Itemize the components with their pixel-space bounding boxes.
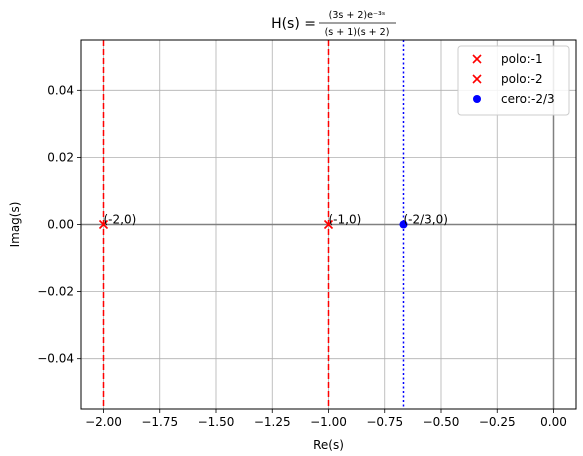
pole-marker bbox=[323, 219, 334, 230]
x-axis-ticks: −2.00 −1.75 −1.50 −1.25 −1.00 −0.75 −0.50 −0.25… bbox=[85, 409, 567, 429]
y-tick-label: 0.04 bbox=[47, 83, 74, 97]
x-tick-label: −0.75 bbox=[366, 415, 403, 429]
x-tick-label: −0.25 bbox=[479, 415, 516, 429]
point-annotation: (-1,0) bbox=[329, 213, 362, 227]
title-numerator: (3s + 2)e⁻³ˢ bbox=[329, 10, 386, 21]
point-annotations: (-2,0) (-1,0) (-2/3,0) bbox=[104, 213, 448, 227]
y-tick-label: −0.04 bbox=[37, 352, 74, 366]
y-tick-label: 0.00 bbox=[47, 218, 74, 232]
pole-marker bbox=[98, 219, 109, 230]
legend-entry: cero:-2/3 bbox=[473, 92, 555, 106]
zero-marker bbox=[399, 220, 408, 229]
x-tick-label: −1.50 bbox=[198, 415, 235, 429]
x-tick-label: −1.00 bbox=[310, 415, 347, 429]
point-annotation: (-2/3,0) bbox=[403, 213, 447, 227]
legend-label: polo:-1 bbox=[501, 52, 543, 66]
legend-entry: polo:-1 bbox=[472, 52, 543, 66]
title-prefix: H(s) = bbox=[271, 16, 316, 32]
x-tick-label: −0.50 bbox=[423, 415, 460, 429]
legend-box bbox=[457, 45, 570, 116]
x-tick-label: −2.00 bbox=[85, 415, 122, 429]
legend-label: polo:-2 bbox=[501, 72, 543, 86]
title-denominator: (s + 1)(s + 2) bbox=[325, 27, 390, 38]
y-axis-ticks: 0.04 0.02 0.00 −0.02 −0.04 bbox=[37, 83, 81, 366]
y-axis-label: Imag(s) bbox=[8, 202, 22, 248]
legend: polo:-1 polo:-2 cero:-2/3 bbox=[457, 45, 570, 116]
legend-label: cero:-2/3 bbox=[501, 92, 555, 106]
y-tick-label: −0.02 bbox=[37, 285, 74, 299]
chart-title: H(s) = (3s + 2)e⁻³ˢ (s + 1)(s + 2) bbox=[271, 10, 396, 38]
legend-entries: polo:-1 polo:-2 cero:-2/3 bbox=[472, 52, 555, 106]
x-axis-label: Re(s) bbox=[313, 438, 344, 452]
data-marks bbox=[98, 219, 408, 230]
legend-entry: polo:-2 bbox=[472, 72, 543, 86]
x-tick-label: 0.00 bbox=[540, 415, 567, 429]
point-annotation: (-2,0) bbox=[104, 213, 137, 227]
x-tick-label: −1.25 bbox=[254, 415, 291, 429]
x-tick-label: −1.75 bbox=[141, 415, 178, 429]
y-tick-label: 0.02 bbox=[47, 150, 74, 164]
